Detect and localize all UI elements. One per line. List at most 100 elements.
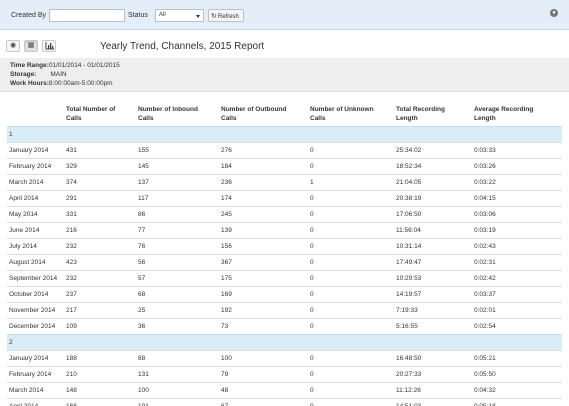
storage-value: MAIN [50, 71, 67, 78]
table-cell: 232 [66, 243, 77, 250]
table-cell: 76 [138, 243, 146, 250]
table-cell: 7:19:33 [396, 307, 418, 314]
collapse-view-button[interactable]: ◉ [6, 40, 20, 52]
table-row: December 2014 109 36 73 0 5:16:55 0:02:54 [7, 318, 562, 334]
table-row: November 2014 217 25 192 0 7:19:33 0:02:01 [7, 302, 562, 318]
column-header: Total Recording Length [396, 106, 445, 122]
row-month-cell: October 2014 [9, 291, 49, 298]
table-cell: 148 [66, 387, 77, 394]
table-cell: 131 [138, 371, 149, 378]
table-cell: 367 [221, 259, 232, 266]
status-select[interactable]: All [155, 9, 204, 22]
status-label: Status [128, 12, 148, 19]
work-hours-label: Work Hours: [10, 80, 49, 87]
table-row: March 2014 374 137 236 1 21:04:05 0:03:22 [7, 174, 562, 190]
table-cell: 68 [138, 291, 146, 298]
gear-icon[interactable]: ● [550, 9, 558, 17]
refresh-icon: ↻ [211, 13, 217, 20]
status-select-value: All [159, 12, 166, 18]
column-header: Average Recording Length [474, 106, 534, 122]
table-cell: 174 [221, 195, 232, 202]
table-cell: 423 [66, 259, 77, 266]
table-cell: 25 [138, 307, 146, 314]
table-cell: 0 [310, 259, 314, 266]
table-cell: 0 [310, 371, 314, 378]
created-by-label: Created By [11, 12, 47, 19]
table-row: February 2014 210 131 79 0 20:27:33 0:05:50 [7, 366, 562, 382]
table-cell: 10:31:14 [396, 243, 422, 250]
table-cell: 11:12:26 [396, 387, 421, 394]
row-month-cell: April 2014 [9, 403, 59, 406]
table-header: Total Number of Calls Number of Inbound … [7, 104, 562, 126]
chart-view-button[interactable] [42, 40, 56, 52]
table-cell: 0:03:26 [474, 163, 496, 170]
table-cell: 17:06:50 [396, 211, 422, 218]
table-row: July 2014 232 76 156 0 10:31:14 0:02:43 [7, 238, 562, 254]
table-row: January 2014 431 155 276 0 25:34:02 0:03:33 [7, 142, 562, 158]
table-row: February 2014 329 145 184 0 18:52:34 0:03:26 [7, 158, 562, 174]
table-cell: 374 [66, 179, 77, 186]
table-cell: 20:27:33 [396, 371, 422, 378]
table-cell: 217 [66, 307, 77, 314]
row-month-cell: January 2014 [9, 355, 49, 362]
created-by-input[interactable] [49, 9, 125, 22]
report-info-box: Time Range:01/01/2014 - 01/01/2015 Stora… [0, 58, 569, 92]
row-month-cell: February 2014 [9, 163, 52, 170]
circle-arrow-icon: ◉ [9, 42, 17, 49]
table-cell: 0 [310, 163, 314, 170]
table-row: April 2014 168 101 67 0 14:51:03 0:05:18 [7, 398, 562, 406]
table-cell: 0 [310, 323, 314, 330]
table-cell: 291 [66, 195, 77, 202]
table-row: April 2014 291 117 174 0 20:38:19 0:04:15 [7, 190, 562, 206]
table-row: May 2014 331 86 245 0 17:06:50 0:03:06 [7, 206, 562, 222]
table-cell: 0 [310, 403, 380, 406]
table-cell: 5:16:55 [396, 323, 418, 330]
table-cell: 0 [310, 355, 314, 362]
row-month-cell: April 2014 [9, 195, 39, 202]
refresh-button[interactable]: ↻Refresh [208, 9, 244, 22]
table-cell: 67 [221, 403, 301, 406]
work-hours-value: 8:00:00am-5:00:00pm [48, 80, 113, 87]
group-row: 1 [7, 126, 562, 142]
time-range-label: Time Range: [10, 62, 49, 69]
table-cell: 184 [221, 163, 232, 170]
table-cell: 0 [310, 307, 314, 314]
time-range-value: 01/01/2014 - 01/01/2015 [48, 62, 120, 69]
table-cell: 192 [221, 307, 232, 314]
table-cell: 0:03:22 [474, 179, 496, 186]
row-month-cell: May 2014 [9, 211, 38, 218]
chevron-down-icon [196, 15, 200, 18]
column-header: Number of Unknown Calls [310, 106, 374, 122]
table-row: March 2014 148 100 48 0 11:12:26 0:04:32 [7, 382, 562, 398]
row-month-cell: March 2014 [9, 179, 44, 186]
table-cell: 0 [310, 275, 314, 282]
table-view-button[interactable]: ▦ [24, 40, 38, 52]
table-cell: 1 [310, 179, 314, 186]
table-cell: 88 [138, 355, 146, 362]
table-cell: 0 [310, 291, 314, 298]
table-cell: 117 [138, 195, 149, 202]
table-cell: 0:05:50 [474, 371, 496, 378]
table-cell: 0:03:06 [474, 211, 496, 218]
table-row: September 2014 232 57 175 0 10:29:53 0:02:42 [7, 270, 562, 286]
table-cell: 210 [66, 371, 77, 378]
column-header: Number of Outbound Calls [221, 106, 287, 122]
table-cell: 109 [66, 323, 77, 330]
table-cell: 56 [138, 259, 146, 266]
refresh-button-label: Refresh [217, 14, 239, 20]
table-cell: 17:49:47 [396, 259, 422, 266]
row-month-cell: August 2014 [9, 259, 46, 266]
bar-chart-icon [45, 42, 54, 50]
table-cell: 168 [66, 403, 126, 406]
table-cell: 25:34:02 [396, 147, 422, 154]
table-cell: 0:02:31 [474, 259, 496, 266]
table-cell: 0 [310, 227, 314, 234]
table-cell: 0:02:01 [474, 307, 496, 314]
table-cell: 10:29:53 [396, 275, 422, 282]
table-cell: 16:48:50 [396, 355, 422, 362]
table-cell: 100 [138, 387, 149, 394]
table-cell: 0:04:32 [474, 387, 496, 394]
table-cell: 0:03:37 [474, 291, 496, 298]
work-hours-line: Work Hours:8:00:00am-5:00:00pm [10, 80, 113, 87]
table-cell: 236 [221, 179, 232, 186]
